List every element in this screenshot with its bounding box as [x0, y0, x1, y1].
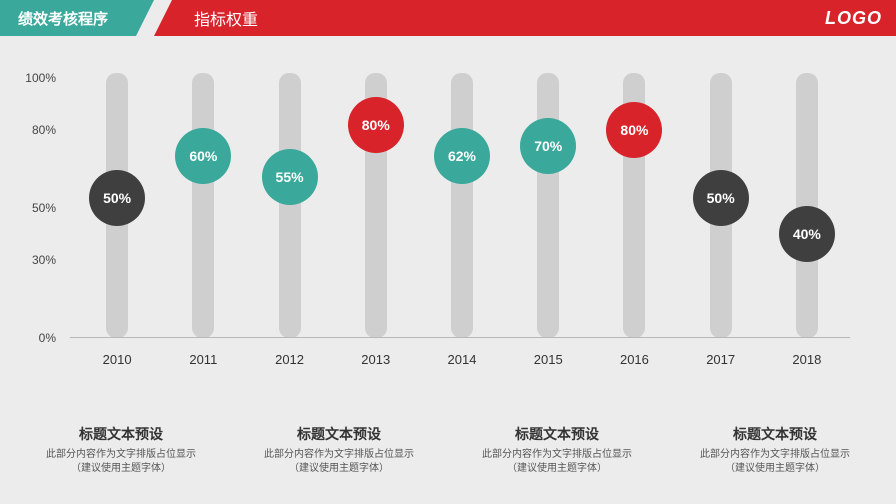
chart-column: 50%2017 [678, 78, 764, 338]
chart-column: 55%2012 [246, 78, 332, 338]
footer-title: 标题文本预设 [249, 424, 429, 444]
y-axis-label: 80% [32, 123, 56, 137]
logo-text: LOGO [825, 0, 882, 36]
chart-bubble: 70% [520, 118, 576, 174]
chart-bubble: 60% [175, 128, 231, 184]
chart-plot: 50%201060%201155%201280%201362%201470%20… [74, 78, 850, 338]
footer-desc: 此部分内容作为文字排版占位显示 [31, 448, 211, 462]
footer-item: 标题文本预设此部分内容作为文字排版占位显示（建议使用主题字体） [467, 424, 647, 476]
x-axis-category: 2012 [275, 352, 304, 367]
x-axis-category: 2017 [706, 352, 735, 367]
chart-bar [537, 73, 559, 338]
x-axis-category: 2013 [361, 352, 390, 367]
footer-desc: （建议使用主题字体） [467, 462, 647, 476]
chart-column: 70%2015 [505, 78, 591, 338]
chart-bar [192, 73, 214, 338]
footer-desc: （建议使用主题字体） [31, 462, 211, 476]
x-axis-category: 2015 [534, 352, 563, 367]
footer-title: 标题文本预设 [685, 424, 865, 444]
footer-item: 标题文本预设此部分内容作为文字排版占位显示（建议使用主题字体） [31, 424, 211, 476]
header-tab-label: 绩效考核程序 [18, 8, 108, 29]
chart-column: 80%2013 [333, 78, 419, 338]
x-axis-category: 2018 [792, 352, 821, 367]
footer-item: 标题文本预设此部分内容作为文字排版占位显示（建议使用主题字体） [685, 424, 865, 476]
chart-area: 50%201060%201155%201280%201362%201470%20… [60, 78, 860, 338]
footer-desc: （建议使用主题字体） [685, 462, 865, 476]
chart-bubble: 50% [89, 170, 145, 226]
x-axis-category: 2010 [103, 352, 132, 367]
chart-column: 50%2010 [74, 78, 160, 338]
footer-section: 标题文本预设此部分内容作为文字排版占位显示（建议使用主题字体）标题文本预设此部分… [0, 424, 896, 476]
footer-desc: 此部分内容作为文字排版占位显示 [685, 448, 865, 462]
x-axis-category: 2016 [620, 352, 649, 367]
chart-column: 62%2014 [419, 78, 505, 338]
chart-bar [451, 73, 473, 338]
x-axis-line [70, 337, 850, 338]
footer-title: 标题文本预设 [467, 424, 647, 444]
chart-bar [279, 73, 301, 338]
header-strip: 指标权重 LOGO [172, 0, 896, 36]
chart-column: 80%2016 [591, 78, 677, 338]
y-axis-label: 30% [32, 253, 56, 267]
chart-column: 60%2011 [160, 78, 246, 338]
chart-bubble: 80% [348, 97, 404, 153]
chart-bubble: 62% [434, 128, 490, 184]
footer-desc: （建议使用主题字体） [249, 462, 429, 476]
y-axis-label: 100% [25, 71, 56, 85]
chart-bubble: 80% [606, 102, 662, 158]
x-axis-category: 2011 [189, 352, 217, 367]
header: 绩效考核程序 指标权重 LOGO [0, 0, 896, 36]
chart-bubble: 40% [779, 206, 835, 262]
footer-desc: 此部分内容作为文字排版占位显示 [467, 448, 647, 462]
header-tab: 绩效考核程序 [0, 0, 136, 36]
footer-title: 标题文本预设 [31, 424, 211, 444]
x-axis-category: 2014 [448, 352, 477, 367]
y-axis-label: 50% [32, 201, 56, 215]
y-axis-label: 0% [39, 331, 56, 345]
chart-bubble: 50% [693, 170, 749, 226]
footer-item: 标题文本预设此部分内容作为文字排版占位显示（建议使用主题字体） [249, 424, 429, 476]
header-title: 指标权重 [194, 6, 258, 30]
chart-bubble: 55% [262, 149, 318, 205]
chart-column: 40%2018 [764, 78, 850, 338]
footer-desc: 此部分内容作为文字排版占位显示 [249, 448, 429, 462]
